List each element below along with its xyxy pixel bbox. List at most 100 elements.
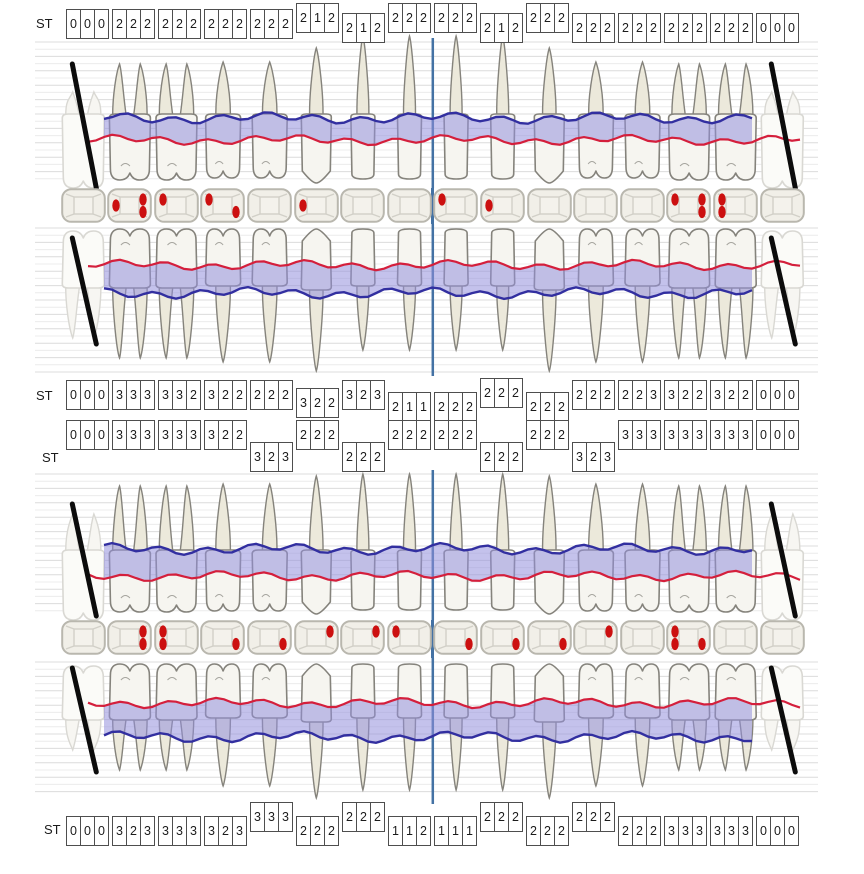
probing-value-cell[interactable]: 0 xyxy=(70,388,77,402)
probing-value-cell[interactable]: 3 xyxy=(646,381,660,409)
probing-value-cell[interactable]: 2 xyxy=(346,21,353,35)
probing-value-cell[interactable]: 2 xyxy=(356,803,370,831)
probing-value-cell[interactable]: 2 xyxy=(232,10,246,38)
probing-value-cell[interactable]: 2 xyxy=(540,393,554,421)
probing-value-cell[interactable]: 2 xyxy=(508,443,522,471)
probing-value-cell[interactable]: 2 xyxy=(508,803,522,831)
probing-value-cell[interactable]: 2 xyxy=(632,817,646,845)
probing-value-cell[interactable]: 2 xyxy=(576,810,583,824)
tooth-illustration[interactable] xyxy=(350,33,376,180)
probing-value-cell[interactable]: 3 xyxy=(576,450,583,464)
probing-value-cell[interactable]: 2 xyxy=(692,14,706,42)
occlusal-tooth[interactable] xyxy=(200,188,246,223)
probing-value-cell[interactable]: 3 xyxy=(162,428,169,442)
probing-value-cell[interactable]: 2 xyxy=(324,817,338,845)
probing-value-cell[interactable]: 2 xyxy=(586,443,600,471)
probing-value-cell[interactable]: 3 xyxy=(278,443,292,471)
probing-value-cell[interactable]: 3 xyxy=(668,824,675,838)
probing-value-cell[interactable]: 2 xyxy=(264,381,278,409)
occlusal-tooth[interactable] xyxy=(386,188,432,223)
probing-value-cell[interactable]: 3 xyxy=(724,421,738,449)
probing-value-cell[interactable]: 2 xyxy=(508,14,522,42)
probing-value-cell[interactable]: 2 xyxy=(126,10,140,38)
probing-value-cell[interactable]: 3 xyxy=(678,421,692,449)
probing-value-cell[interactable]: 2 xyxy=(324,4,338,32)
occlusal-tooth[interactable] xyxy=(60,620,106,655)
probing-value-cell[interactable]: 1 xyxy=(310,4,324,32)
occlusal-tooth[interactable] xyxy=(340,620,385,655)
occlusal-tooth[interactable] xyxy=(573,188,618,223)
occlusal-tooth[interactable] xyxy=(619,188,665,223)
tooth-illustration[interactable] xyxy=(350,471,376,611)
probing-value-cell[interactable]: 2 xyxy=(356,443,370,471)
probing-value-cell[interactable]: 0 xyxy=(784,381,798,409)
probing-value-cell[interactable]: 0 xyxy=(760,21,767,35)
probing-value-cell[interactable]: 2 xyxy=(310,389,324,417)
upper-buccal-view[interactable] xyxy=(0,33,864,191)
probing-value-cell[interactable]: 0 xyxy=(94,421,108,449)
occlusal-tooth[interactable] xyxy=(526,620,572,655)
occlusal-tooth[interactable] xyxy=(340,188,385,223)
probing-value-cell[interactable]: 3 xyxy=(116,824,123,838)
probing-value-cell[interactable]: 2 xyxy=(646,14,660,42)
probing-value-cell[interactable]: 3 xyxy=(126,381,140,409)
probing-value-cell[interactable]: 0 xyxy=(70,428,77,442)
tooth-illustration[interactable] xyxy=(396,471,423,611)
probing-value-cell[interactable]: 3 xyxy=(162,824,169,838)
probing-value-cell[interactable]: 3 xyxy=(254,810,261,824)
probing-value-cell[interactable]: 1 xyxy=(416,393,430,421)
probing-value-cell[interactable]: 3 xyxy=(632,421,646,449)
occlusal-tooth[interactable] xyxy=(247,188,292,223)
probing-value-cell[interactable]: 2 xyxy=(324,421,338,449)
probing-value-cell[interactable]: 2 xyxy=(484,450,491,464)
probing-value-cell[interactable]: 0 xyxy=(770,817,784,845)
tooth-illustration[interactable] xyxy=(443,471,469,611)
probing-value-cell[interactable]: 2 xyxy=(172,10,186,38)
probing-value-cell[interactable]: 2 xyxy=(370,803,384,831)
occlusal-tooth[interactable] xyxy=(526,188,572,223)
probing-value-cell[interactable]: 3 xyxy=(692,817,706,845)
probing-value-cell[interactable]: 2 xyxy=(186,381,200,409)
probing-value-cell[interactable]: 2 xyxy=(402,421,416,449)
occlusal-tooth[interactable] xyxy=(759,188,805,223)
probing-value-cell[interactable]: 1 xyxy=(438,824,445,838)
tooth-illustration[interactable] xyxy=(443,33,469,180)
probing-value-cell[interactable]: 3 xyxy=(254,450,261,464)
probing-value-cell[interactable]: 2 xyxy=(668,21,675,35)
probing-value-cell[interactable]: 0 xyxy=(80,817,94,845)
probing-value-cell[interactable]: 0 xyxy=(80,421,94,449)
occlusal-tooth[interactable] xyxy=(619,620,665,655)
tooth-illustration[interactable] xyxy=(577,228,615,364)
probing-value-cell[interactable]: 2 xyxy=(738,14,752,42)
probing-value-cell[interactable]: 3 xyxy=(264,803,278,831)
probing-value-cell[interactable]: 2 xyxy=(540,4,554,32)
probing-value-cell[interactable]: 2 xyxy=(484,810,491,824)
probing-value-cell[interactable]: 2 xyxy=(508,379,522,407)
probing-value-cell[interactable]: 2 xyxy=(264,10,278,38)
probing-value-cell[interactable]: 3 xyxy=(116,428,123,442)
occlusal-tooth[interactable] xyxy=(666,620,712,655)
tooth-illustration[interactable] xyxy=(489,471,516,611)
probing-value-cell[interactable]: 2 xyxy=(530,428,537,442)
probing-value-cell[interactable]: 0 xyxy=(70,824,77,838)
probing-value-cell[interactable]: 2 xyxy=(232,381,246,409)
probing-value-cell[interactable]: 2 xyxy=(530,824,537,838)
probing-value-cell[interactable]: 2 xyxy=(370,14,384,42)
probing-value-cell[interactable]: 0 xyxy=(784,817,798,845)
probing-value-cell[interactable]: 1 xyxy=(402,817,416,845)
probing-value-cell[interactable]: 3 xyxy=(126,421,140,449)
probing-value-cell[interactable]: 2 xyxy=(346,450,353,464)
probing-value-cell[interactable]: 3 xyxy=(714,388,721,402)
probing-value-cell[interactable]: 1 xyxy=(494,14,508,42)
tooth-illustration[interactable] xyxy=(533,473,566,615)
occlusal-tooth[interactable] xyxy=(480,620,525,655)
probing-value-cell[interactable]: 2 xyxy=(116,17,123,31)
probing-value-cell[interactable]: 3 xyxy=(186,817,200,845)
probing-value-cell[interactable]: 3 xyxy=(208,824,215,838)
probing-value-cell[interactable]: 2 xyxy=(724,14,738,42)
tooth-illustration[interactable] xyxy=(251,228,289,364)
probing-value-cell[interactable]: 2 xyxy=(218,421,232,449)
upper-palatal-view[interactable] xyxy=(0,224,864,376)
probing-value-cell[interactable]: 2 xyxy=(554,4,568,32)
probing-value-cell[interactable]: 2 xyxy=(392,400,399,414)
